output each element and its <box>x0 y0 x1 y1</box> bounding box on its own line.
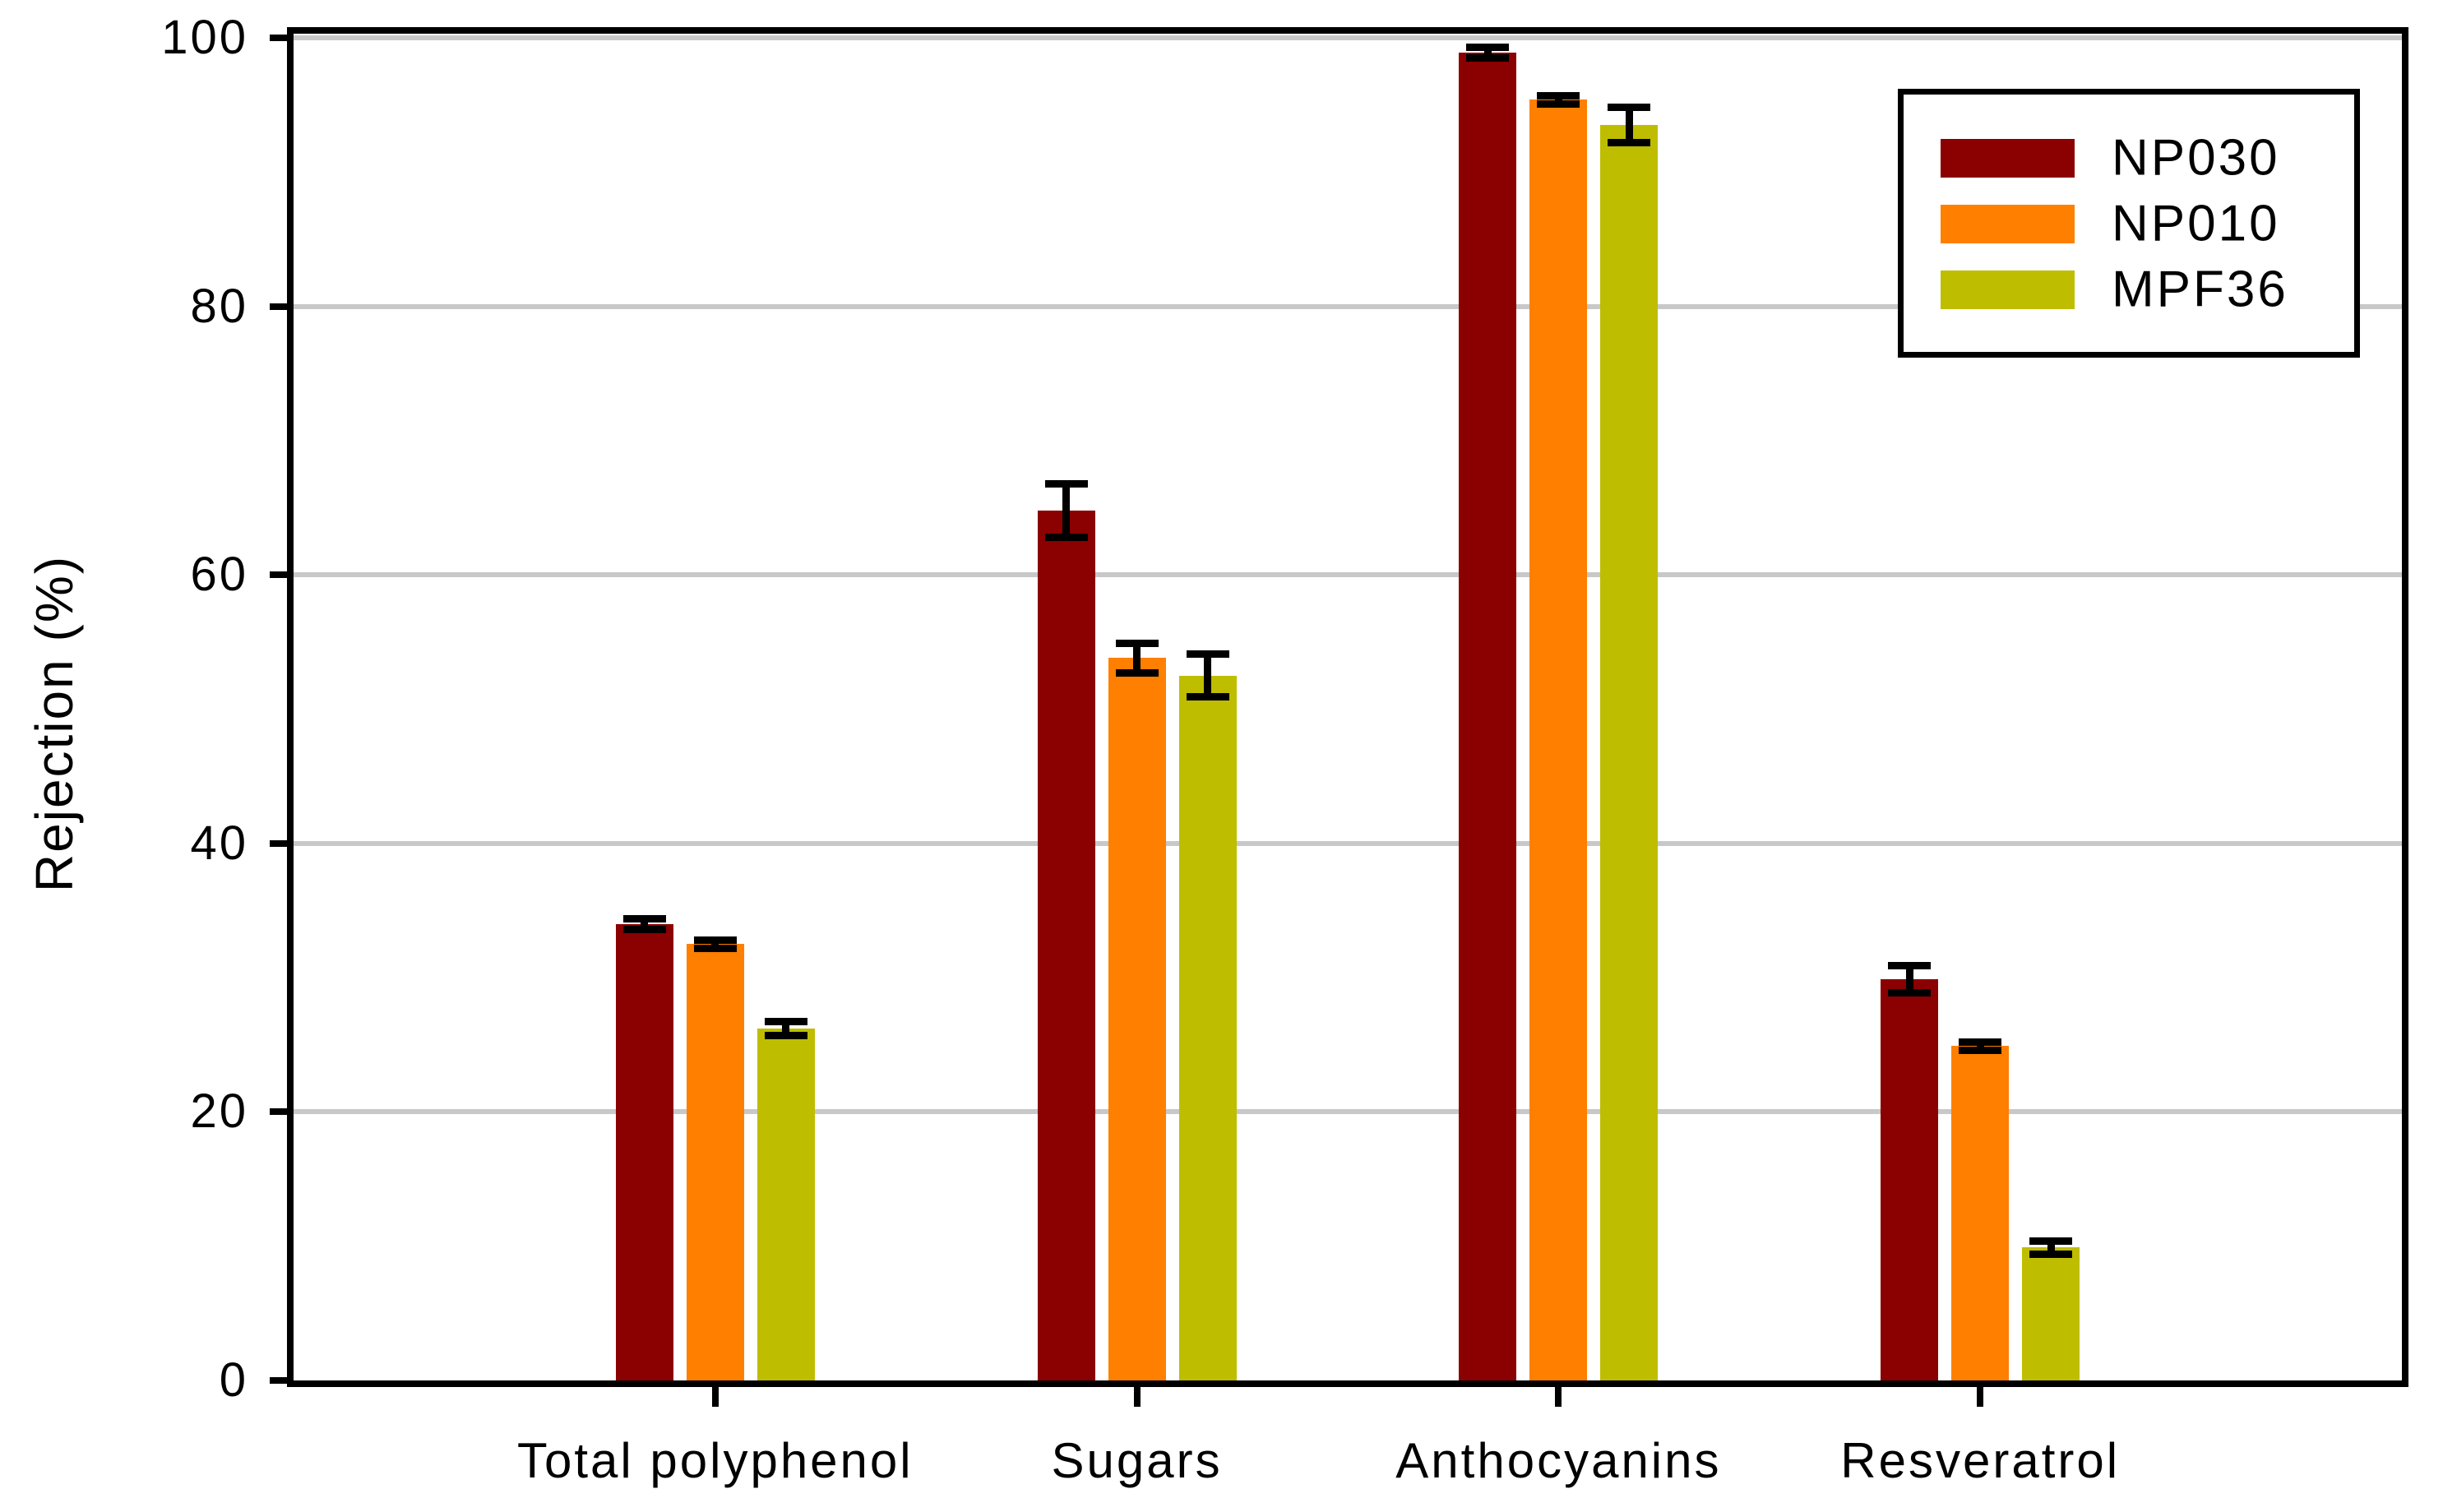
error-bar-cap-hi-NP030-0 <box>622 914 666 922</box>
bar-NP030-1 <box>1037 510 1095 1380</box>
error-bar-stem-NP030-0 <box>641 918 649 930</box>
bar-NP010-3 <box>1951 1046 2010 1380</box>
error-bar-cap-hi-MPF36-2 <box>1608 104 1651 112</box>
y-tick-100 <box>270 35 287 41</box>
legend-label-MPF36: MPF36 <box>2112 261 2288 318</box>
error-bar-cap-hi-NP010-1 <box>1115 639 1159 647</box>
bar-NP030-2 <box>1459 52 1517 1380</box>
error-bar-cap-hi-NP010-0 <box>693 936 737 944</box>
error-bar-cap-hi-NP010-2 <box>1537 91 1580 99</box>
x-tick-2 <box>1555 1387 1562 1407</box>
error-bar-cap-lo-MPF36-2 <box>1608 138 1651 146</box>
error-bar-cap-lo-MPF36-0 <box>764 1031 807 1039</box>
category-label-3: Resveratrol <box>1840 1433 2121 1488</box>
gridline-100 <box>294 35 2402 40</box>
legend-swatch-NP010 <box>1941 205 2075 243</box>
category-label-1: Sugars <box>1051 1433 1223 1488</box>
y-tick-label-80: 80 <box>190 279 248 333</box>
error-bar-cap-lo-NP010-2 <box>1537 99 1580 108</box>
error-bar-stem-MPF36-0 <box>782 1021 790 1036</box>
bar-MPF36-2 <box>1600 125 1659 1380</box>
y-tick-80 <box>270 303 287 310</box>
error-bar-cap-hi-NP030-2 <box>1466 43 1510 51</box>
error-bar-cap-hi-NP030-1 <box>1044 479 1088 488</box>
y-tick-label-60: 60 <box>190 548 248 602</box>
x-tick-3 <box>1977 1387 1984 1407</box>
gridline-20 <box>294 1109 2402 1115</box>
category-label-2: Anthocyanins <box>1395 1433 1722 1488</box>
legend-swatch-MPF36 <box>1941 270 2075 309</box>
gridline-40 <box>294 840 2402 846</box>
error-bar-stem-MPF36-1 <box>1204 654 1212 697</box>
bar-MPF36-0 <box>756 1029 815 1380</box>
error-bar-stem-NP010-0 <box>711 940 719 949</box>
legend-label-NP030: NP030 <box>2112 129 2280 187</box>
error-bar-cap-lo-NP010-3 <box>1959 1046 2002 1054</box>
error-bar-cap-lo-MPF36-3 <box>2029 1250 2073 1258</box>
legend-label-NP010: NP010 <box>2112 195 2280 252</box>
y-tick-label-0: 0 <box>219 1353 248 1407</box>
legend-swatch-NP030 <box>1941 139 2075 178</box>
x-tick-0 <box>711 1387 719 1407</box>
gridline-80 <box>294 303 2402 309</box>
error-bar-cap-hi-MPF36-0 <box>764 1018 807 1026</box>
bar-NP010-0 <box>686 944 744 1380</box>
error-bar-cap-hi-MPF36-3 <box>2029 1237 2073 1245</box>
error-bar-cap-lo-NP010-1 <box>1115 668 1159 677</box>
error-bar-stem-NP010-1 <box>1133 643 1141 673</box>
error-bar-cap-lo-NP030-2 <box>1466 53 1510 62</box>
x-tick-1 <box>1133 1387 1141 1407</box>
y-tick-label-100: 100 <box>161 11 248 64</box>
category-label-0: Total polyphenol <box>516 1433 914 1488</box>
error-bar-cap-lo-NP030-1 <box>1044 533 1088 541</box>
bar-NP010-1 <box>1108 658 1166 1380</box>
error-bar-stem-NP030-3 <box>1905 965 1913 993</box>
error-bar-stem-MPF36-3 <box>2047 1241 2055 1255</box>
error-bar-cap-hi-NP010-3 <box>1959 1038 2002 1046</box>
error-bar-stem-NP030-2 <box>1483 47 1492 58</box>
error-bar-stem-NP030-1 <box>1062 483 1071 538</box>
y-tick-20 <box>270 1108 287 1116</box>
error-bar-stem-NP010-3 <box>1976 1042 1984 1051</box>
gridline-60 <box>294 572 2402 578</box>
y-tick-60 <box>270 571 287 579</box>
error-bar-stem-MPF36-2 <box>1625 107 1633 143</box>
bar-MPF36-3 <box>2022 1247 2080 1380</box>
y-tick-label-40: 40 <box>190 816 248 870</box>
bar-NP010-2 <box>1529 99 1588 1380</box>
bar-NP030-0 <box>615 923 673 1380</box>
bar-MPF36-1 <box>1178 675 1237 1380</box>
bar-NP030-3 <box>1881 978 1939 1380</box>
error-bar-cap-lo-NP030-0 <box>622 925 666 933</box>
y-tick-40 <box>270 839 287 847</box>
error-bar-cap-lo-MPF36-1 <box>1186 693 1229 701</box>
error-bar-cap-hi-NP030-3 <box>1888 961 1932 969</box>
y-tick-label-20: 20 <box>190 1084 248 1139</box>
error-bar-cap-hi-MPF36-1 <box>1186 650 1229 659</box>
legend: NP030 NP010 MPF36 <box>1898 89 2360 358</box>
error-bar-cap-lo-NP030-3 <box>1888 988 1932 996</box>
error-bar-stem-NP010-2 <box>1554 95 1562 104</box>
plot-inner <box>294 34 2402 1380</box>
y-tick-0 <box>270 1377 287 1384</box>
error-bar-cap-lo-NP010-0 <box>693 944 737 952</box>
